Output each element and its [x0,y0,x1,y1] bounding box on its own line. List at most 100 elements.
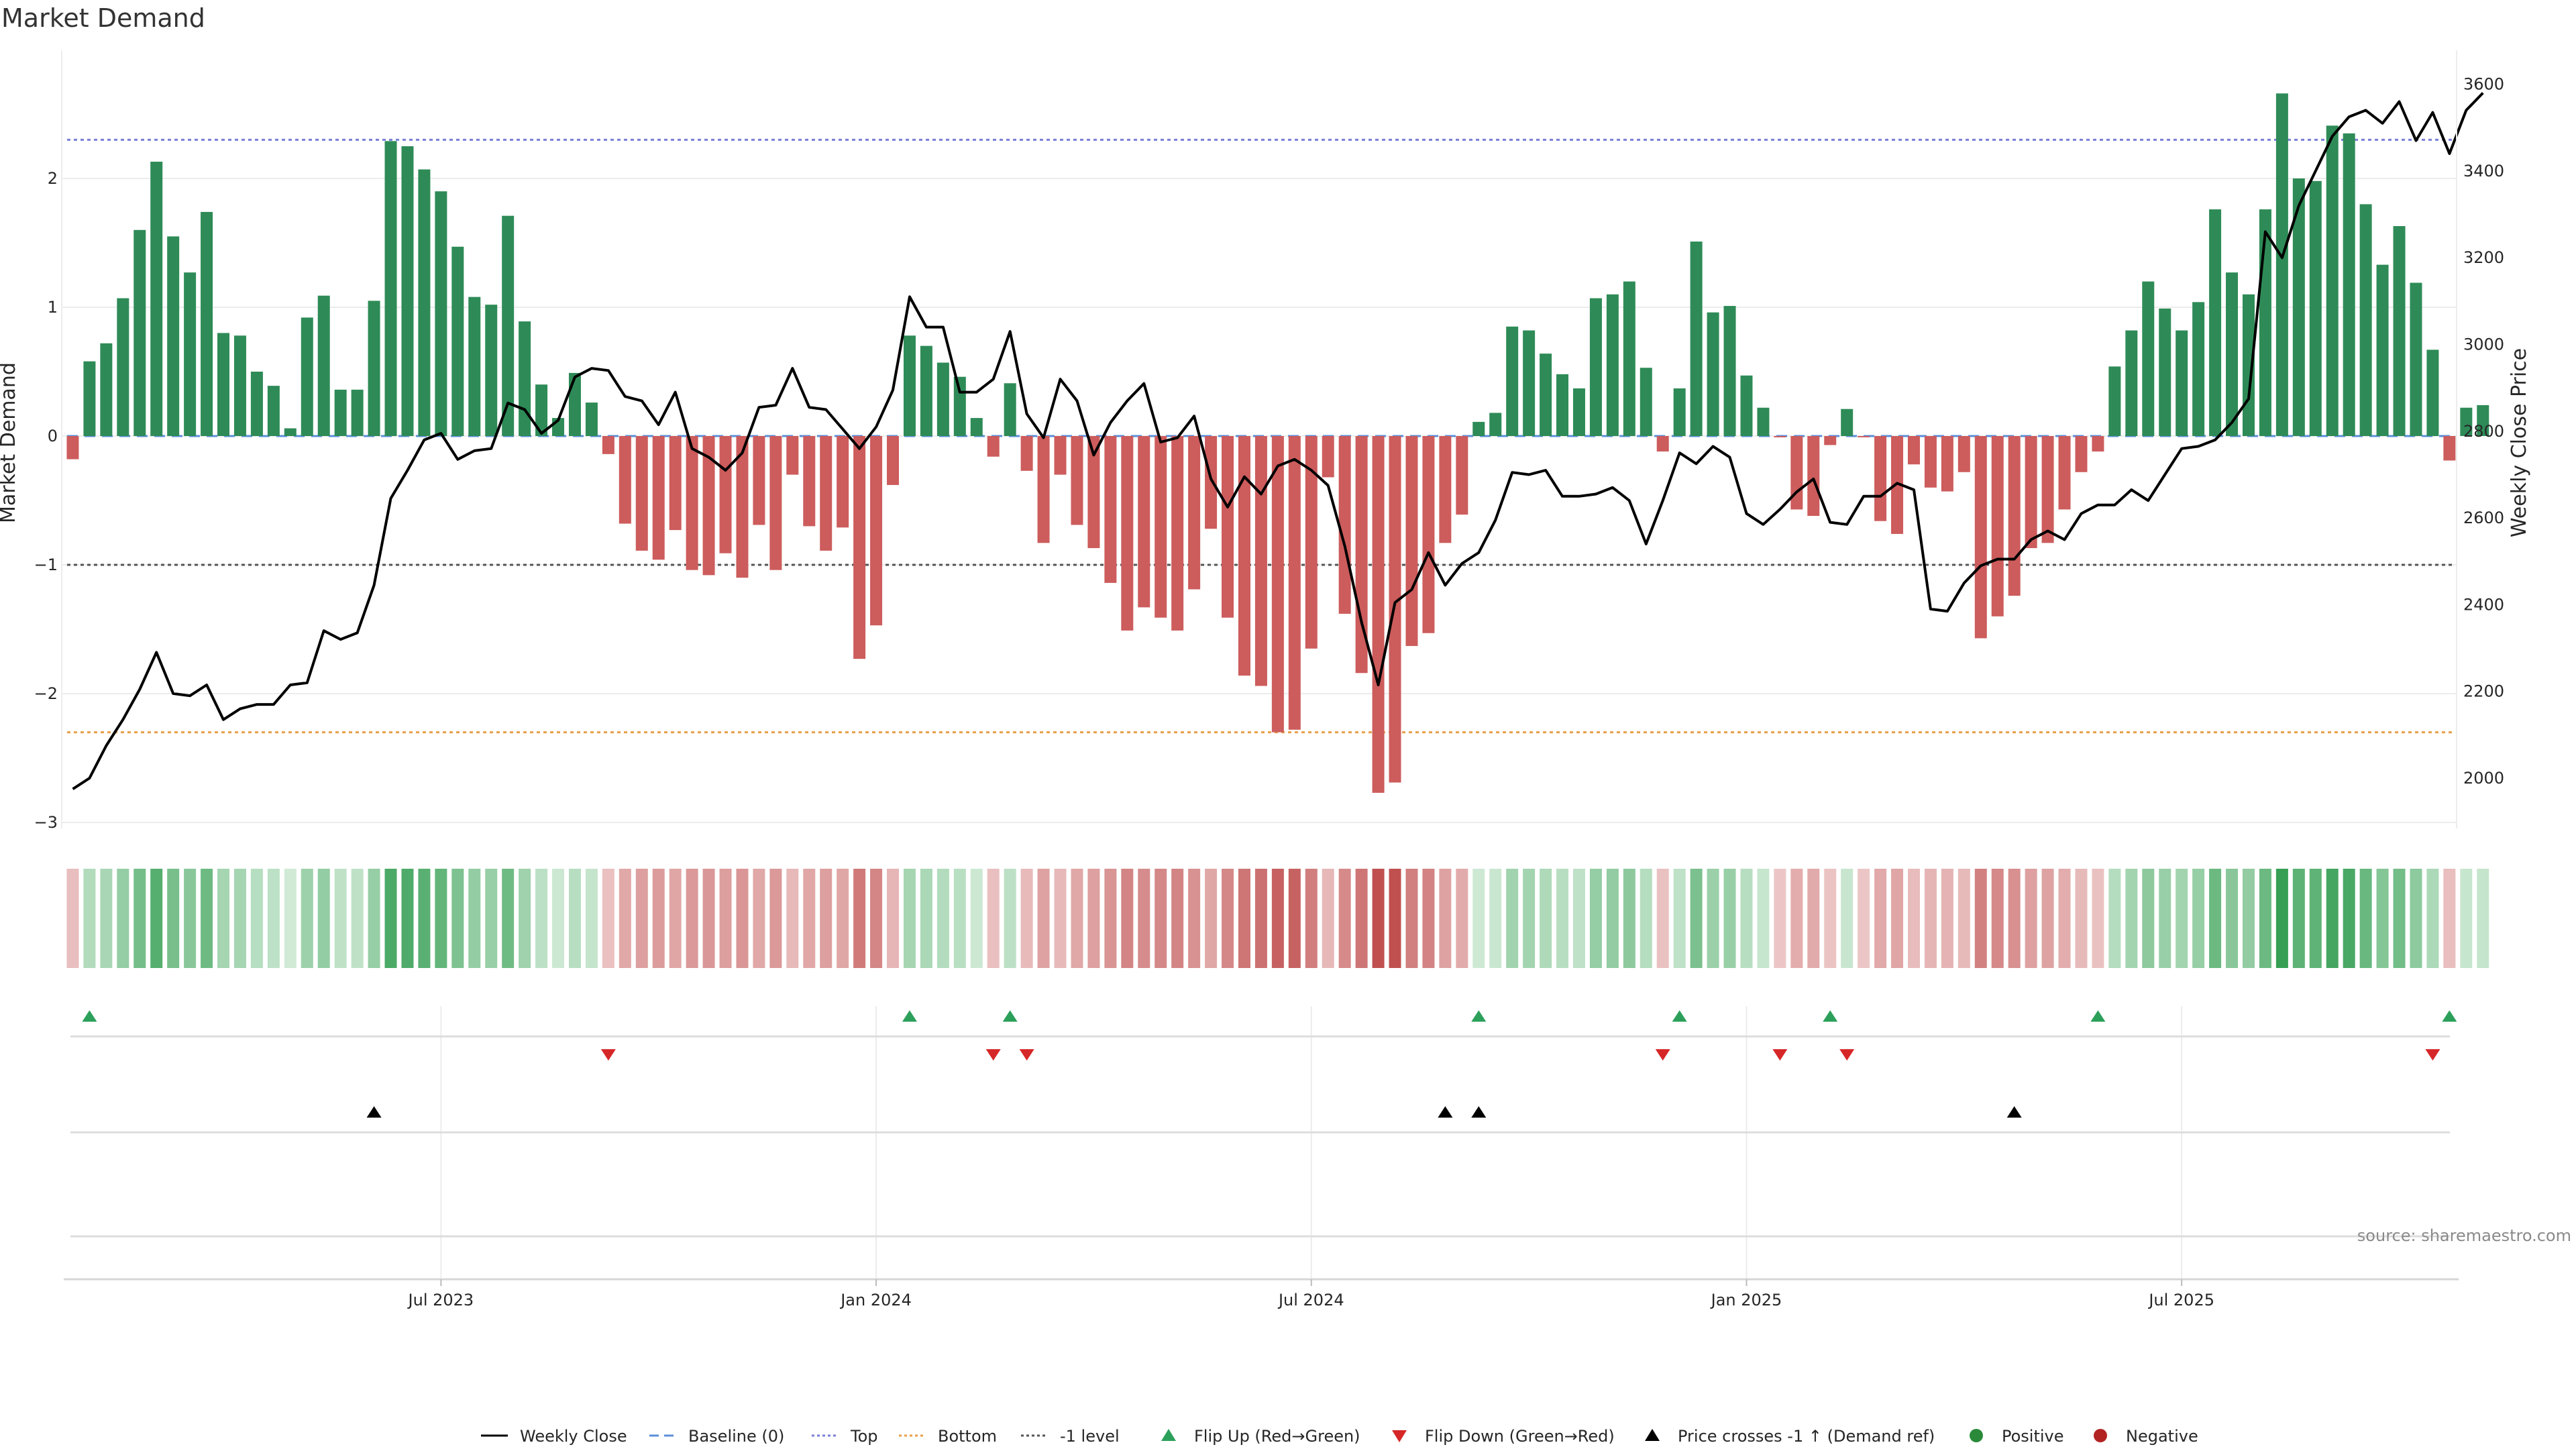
flip-up-marker [1672,1010,1687,1022]
demand-bar [1874,436,1887,521]
legend-item: Flip Up (Red→Green) [1161,1427,1360,1446]
strip-cell [568,869,581,968]
demand-bar [2058,436,2071,510]
demand-bar [201,211,213,436]
demand-bar [2426,350,2439,436]
x-tick-label: Jan 2024 [839,1291,912,1309]
demand-bar [2410,282,2422,436]
legend-item: Bottom [899,1427,997,1446]
demand-bar [602,436,614,454]
strip-cell [1004,869,1016,968]
strip-cell [502,869,515,968]
demand-bar [870,436,883,626]
demand-bar [568,372,581,436]
strip-cell [1824,869,1837,968]
demand-bar [719,436,732,553]
demand-bar [987,436,1000,457]
strip-cell [1874,869,1887,968]
strip-cell [1924,869,1937,968]
strip-cell [2209,869,2222,968]
right-axis: Weekly Close Price 3600 3400 3200 3000 2800 2… [2456,50,2531,828]
demand-bar [1774,436,1786,437]
strip-cell [2326,869,2339,968]
demand-bar [451,246,464,436]
strip-cell [2242,869,2255,968]
strip-cell [1991,869,2004,968]
demand-bar [1690,241,1703,436]
strip-cell [317,869,330,968]
strip-cell [2125,869,2138,968]
strip-cell [719,869,732,968]
strip-cell [2176,869,2188,968]
strip-cell [2477,869,2489,968]
strip-cell [1506,869,1519,968]
signal-marker-panels [70,1006,2457,1278]
demand-bar [535,384,548,436]
legend-label: -1 level [1060,1427,1120,1446]
x-tick-label: Jan 2025 [1710,1291,1782,1309]
strip-cell [150,869,163,968]
strip-cell [1322,869,1334,968]
demand-bar [837,436,849,528]
strip-cell [1673,869,1686,968]
demand-bar [1640,368,1652,436]
demand-bar [351,389,364,436]
strip-cell [1338,869,1351,968]
demand-bar [1020,436,1033,471]
strip-cell [1572,869,1585,968]
strip-cell [83,869,96,968]
strip-cell [1790,869,1803,968]
strip-cell [1305,869,1318,968]
strip-cell [284,869,297,968]
demand-bar [1991,436,2004,616]
strip-cell [2142,869,2155,968]
x-tick-label: Jul 2023 [407,1291,474,1309]
strip-cell [233,869,246,968]
flip-up-marker [1823,1010,1838,1022]
strip-cell [853,869,866,968]
price-cross-marker [366,1106,382,1118]
demand-bar [2376,264,2389,436]
strip-cell [736,869,749,968]
strip-cell [2041,869,2054,968]
strip-cell [133,869,146,968]
demand-bar [2075,436,2088,472]
strip-cell [1841,869,1854,968]
strip-cell [1171,869,1184,968]
strip-cell [1623,869,1635,968]
demand-bar [1054,436,1067,475]
strip-cell [1640,869,1652,968]
demand-bar [1974,436,1987,639]
demand-bar [401,146,414,436]
strip-cell [1690,869,1703,968]
flip-down-marker [1772,1049,1788,1061]
strip-cell [2376,869,2389,968]
demand-bar [368,301,380,436]
demand-bar [1372,436,1385,793]
strip-cell [167,869,180,968]
x-tick-label: Jul 2025 [2147,1291,2214,1309]
demand-bar [1623,281,1635,436]
demand-bar [83,361,96,436]
demand-bar [117,298,129,436]
flip-down-marker [1655,1049,1670,1061]
demand-bar [1405,436,1418,646]
price-cross-marker [2006,1106,2022,1118]
demand-bar [1439,436,1452,543]
demand-bar [2142,281,2155,436]
strip-cell [1271,869,1284,968]
demand-bar [100,343,113,436]
strip-cell [1774,869,1786,968]
left-tick-label: −3 [34,813,58,832]
strip-cell [250,869,263,968]
legend-swatch-dot [2094,1429,2107,1442]
strip-cell [1439,869,1452,968]
demand-bar [1824,436,1837,445]
strip-cell [1707,869,1719,968]
flip-down-marker [985,1049,1001,1061]
strip-cell [334,869,347,968]
strip-cell [1372,869,1385,968]
strip-cell [1087,869,1100,968]
strip-cell [1523,869,1536,968]
demand-bar [2108,366,2121,436]
